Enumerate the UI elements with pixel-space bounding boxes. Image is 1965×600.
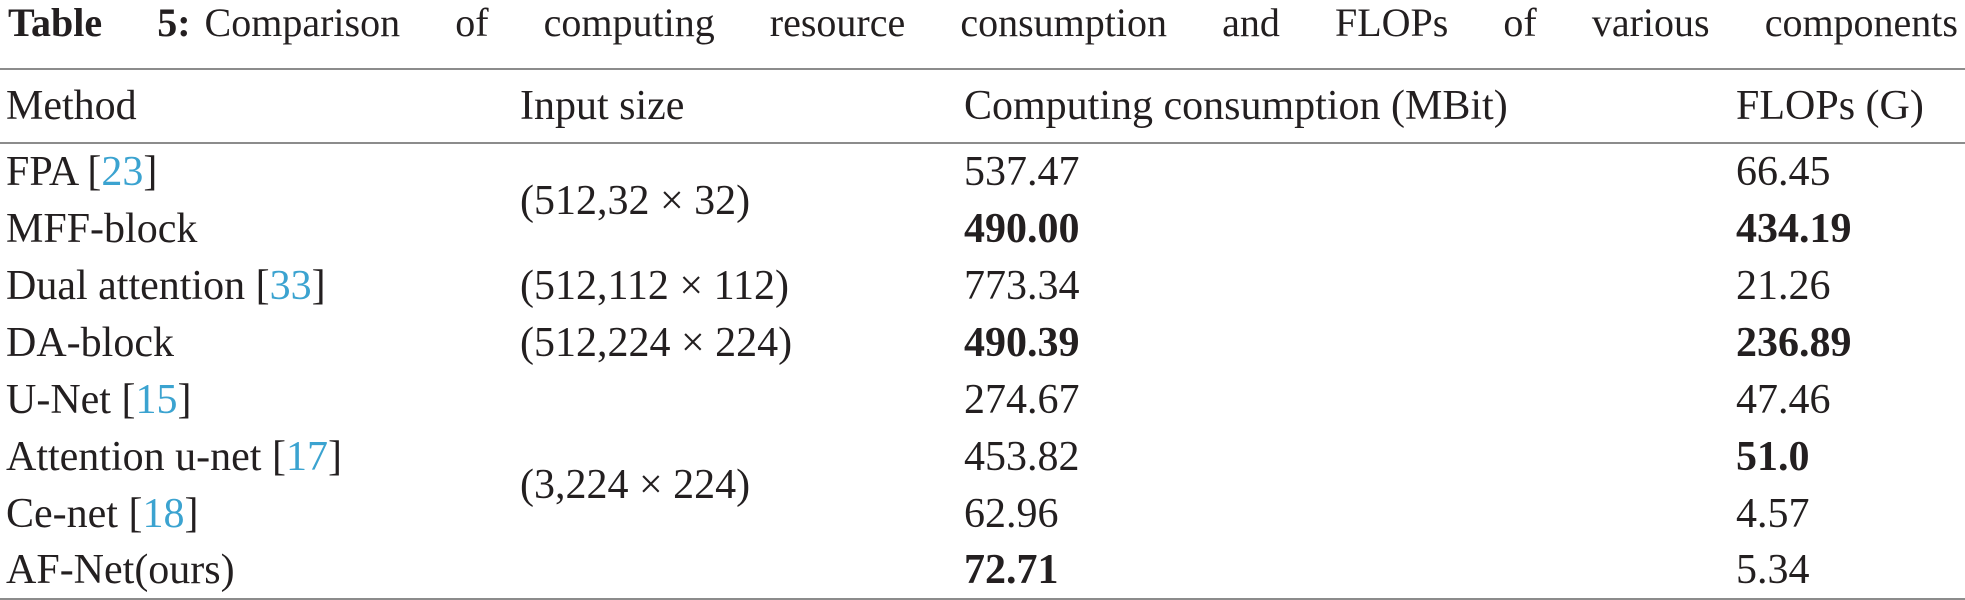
method-text: Ce-net [ xyxy=(6,490,143,537)
header-row: Method Input size Computing consumption (M… xyxy=(0,69,1965,143)
computing-cell: 72.71 xyxy=(964,547,1059,593)
method-cell: Ce-net [18] xyxy=(0,485,514,542)
caption-text: Comparison of computing resource consump… xyxy=(204,0,1958,45)
flops-cell: 66.45 xyxy=(1736,149,1831,195)
input-size-cell: (3,224 × 224) xyxy=(520,461,751,508)
header-cell: Method xyxy=(6,83,137,129)
flops-cell: 4.57 xyxy=(1736,490,1810,537)
table-row: DA-block (512,224 × 224) 490.39 236.89 xyxy=(0,314,1965,371)
header-cell: Input size xyxy=(520,83,685,129)
header-cell: Computing consumption (MBit) xyxy=(964,83,1508,129)
method-text: Dual attention [ xyxy=(6,262,270,309)
method-cell: Dual attention [33] xyxy=(0,257,514,314)
computing-cell: 274.67 xyxy=(964,376,1080,423)
method-text: ] xyxy=(143,149,158,195)
computing-cell: 490.00 xyxy=(964,205,1080,252)
caption-label: Table 5: xyxy=(8,0,191,45)
table: Method Input size Computing consumption (M… xyxy=(0,68,1965,600)
computing-cell: 453.82 xyxy=(964,433,1080,480)
flops-cell: 47.46 xyxy=(1736,376,1831,423)
method-text: Attention u-net [ xyxy=(6,433,286,480)
flops-cell: 434.19 xyxy=(1736,205,1852,252)
reference-link[interactable]: 18 xyxy=(142,490,185,537)
computing-cell: 773.34 xyxy=(964,262,1080,309)
method-cell: AF-Net(ours) xyxy=(0,542,514,599)
computing-cell: 62.96 xyxy=(964,490,1059,537)
flops-cell: 5.34 xyxy=(1736,547,1810,593)
table-row: MFF-block 490.00 434.19 xyxy=(0,200,1965,257)
table-row: Dual attention [33] (512,112 × 112) 773.34… xyxy=(0,257,1965,314)
reference-link[interactable]: 23 xyxy=(101,149,144,195)
method-cell: DA-block xyxy=(0,314,514,371)
input-size-cell: (512,224 × 224) xyxy=(520,319,793,366)
reference-link[interactable]: 17 xyxy=(285,433,328,480)
flops-cell: 21.26 xyxy=(1736,262,1831,309)
method-text: DA-block xyxy=(6,319,174,366)
input-size-cell: (512,112 × 112) xyxy=(520,262,790,309)
header-cell: FLOPs (G) xyxy=(1736,83,1924,129)
method-cell: Attention u-net [17] xyxy=(0,428,514,485)
method-text: ] xyxy=(311,262,326,309)
reference-link[interactable]: 15 xyxy=(135,376,178,423)
flops-cell: 51.0 xyxy=(1736,433,1810,480)
computing-cell: 537.47 xyxy=(964,149,1080,195)
method-text: AF-Net(ours) xyxy=(6,547,235,593)
reference-link[interactable]: 33 xyxy=(269,262,312,309)
method-text: ] xyxy=(327,433,342,480)
flops-cell: 236.89 xyxy=(1736,319,1852,366)
table-caption: Table 5: Comparison of computing resource… xyxy=(8,0,1958,60)
table-row: U-Net [15] (3,224 × 224) 274.67 47.46 xyxy=(0,371,1965,508)
input-size-cell: (512,32 × 32) xyxy=(520,177,751,224)
table-head: Method Input size Computing consumption (M… xyxy=(0,69,1965,143)
table-row: Attention u-net [17] 453.82 51.0 xyxy=(0,428,1965,485)
table-body: FPA [23] (512,32 × 32) 537.47 66.45 MFF-bloc… xyxy=(0,143,1965,599)
table-row: FPA [23] (512,32 × 32) 537.47 66.45 xyxy=(0,143,1965,224)
method-cell: MFF-block xyxy=(0,200,514,257)
method-text: MFF-block xyxy=(6,205,198,252)
method-text: FPA [ xyxy=(6,149,102,195)
computing-cell: 490.39 xyxy=(964,319,1080,366)
table-row: AF-Net(ours) 72.71 5.34 xyxy=(0,542,1965,599)
table-row: Ce-net [18] 62.96 4.57 xyxy=(0,485,1965,542)
method-text: ] xyxy=(184,490,199,537)
method-cell: U-Net [15] xyxy=(0,371,514,428)
method-cell: FPA [23] xyxy=(0,143,514,200)
method-text: U-Net [ xyxy=(6,376,136,423)
method-text: ] xyxy=(177,376,192,423)
